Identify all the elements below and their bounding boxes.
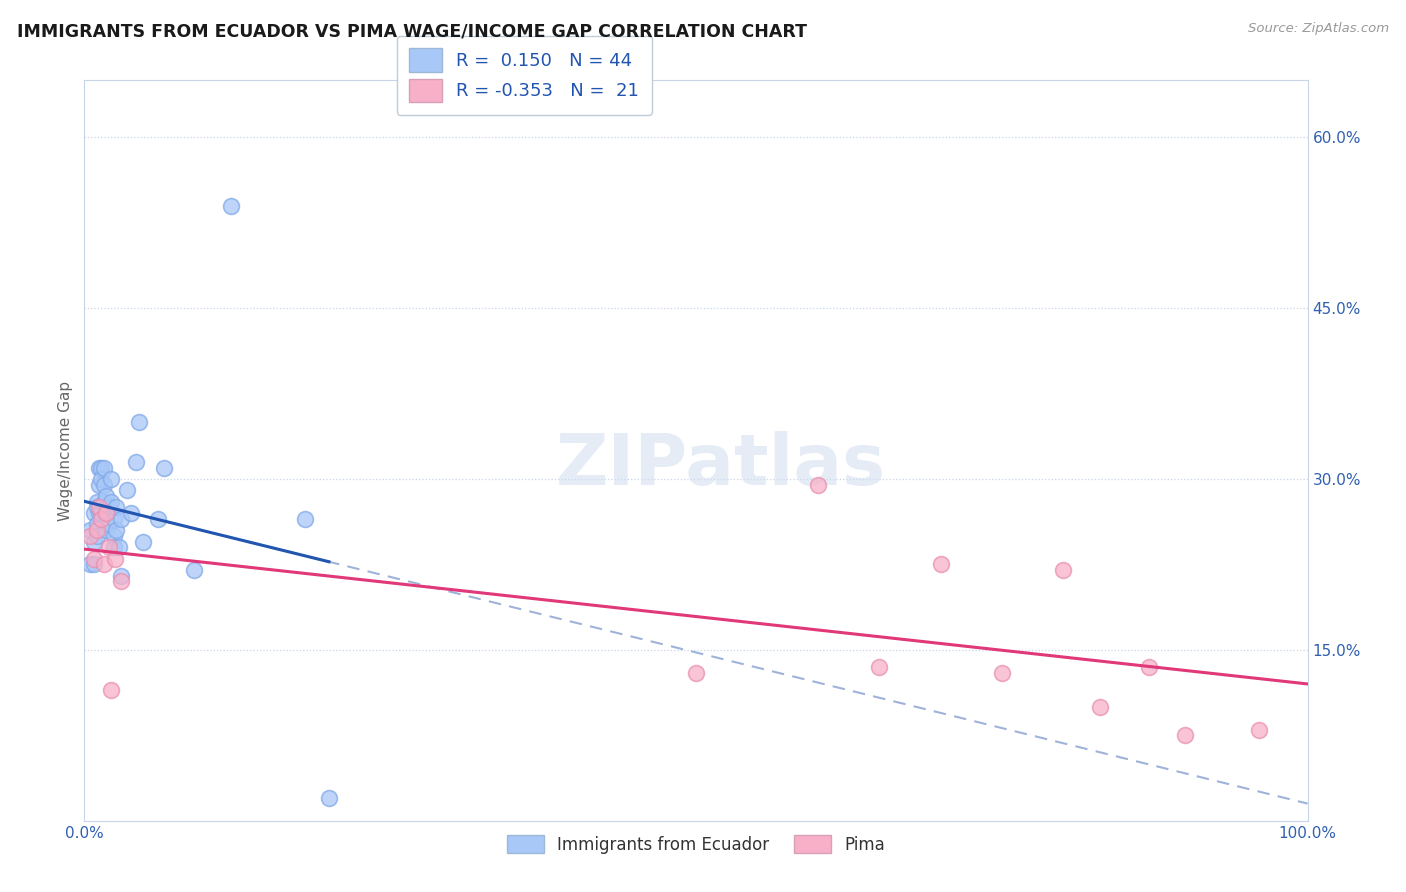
Point (103, 529, 125, 543)
Point (110, 574, 132, 589)
Point (100, 494, 122, 508)
Point (807, 477, 830, 491)
Point (97, 541, 120, 555)
Point (90, 472, 112, 486)
Point (685, 665, 707, 680)
Point (128, 415, 150, 429)
Point (869, 660, 891, 674)
Point (79, 558, 101, 572)
Point (79, 523, 101, 537)
Point (86, 517, 108, 532)
Point (96, 489, 118, 503)
Point (991, 665, 1014, 680)
Point (1052, 563, 1074, 577)
Point (83, 534, 105, 549)
Point (86, 494, 108, 508)
Point (183, 563, 205, 577)
Point (107, 541, 129, 555)
Point (87, 460, 110, 475)
Point (87, 477, 110, 491)
Point (1247, 723, 1270, 737)
Point (318, 790, 340, 805)
Point (93, 460, 115, 475)
Point (120, 506, 142, 520)
Point (115, 483, 138, 498)
Text: Source: ZipAtlas.com: Source: ZipAtlas.com (1249, 22, 1389, 36)
Point (97, 500, 120, 515)
Point (1137, 660, 1160, 674)
Point (105, 500, 128, 515)
Point (87, 500, 110, 515)
Point (146, 512, 169, 526)
Point (132, 534, 155, 549)
Point (93, 494, 115, 508)
Point (90, 506, 112, 520)
Point (97, 517, 120, 532)
Point (100, 472, 122, 486)
Point (125, 455, 148, 469)
Point (96, 523, 118, 537)
Point (86, 500, 108, 515)
Point (90, 460, 112, 475)
Point (219, 198, 242, 212)
Point (90, 512, 112, 526)
Point (104, 551, 127, 566)
Point (96, 506, 118, 520)
Point (110, 568, 132, 582)
Point (87, 506, 110, 520)
Point (79, 529, 101, 543)
Point (110, 512, 132, 526)
Point (100, 682, 122, 697)
Point (1088, 699, 1111, 714)
Point (105, 523, 128, 537)
Legend: Immigrants from Ecuador, Pima: Immigrants from Ecuador, Pima (501, 829, 891, 861)
Point (86, 523, 108, 537)
Point (103, 541, 125, 555)
Point (103, 512, 125, 526)
Point (1174, 728, 1197, 742)
Point (294, 512, 316, 526)
Point (83, 551, 105, 566)
Point (83, 506, 105, 520)
Point (93, 558, 115, 572)
Text: IMMIGRANTS FROM ECUADOR VS PIMA WAGE/INCOME GAP CORRELATION CHART: IMMIGRANTS FROM ECUADOR VS PIMA WAGE/INC… (17, 22, 807, 40)
Point (83, 558, 105, 572)
Point (93, 477, 115, 491)
Text: ZIPatlas: ZIPatlas (555, 431, 886, 500)
Point (96, 506, 118, 520)
Y-axis label: Wage/Income Gap: Wage/Income Gap (58, 380, 73, 521)
Point (86, 529, 108, 543)
Point (929, 558, 952, 572)
Point (153, 460, 176, 475)
